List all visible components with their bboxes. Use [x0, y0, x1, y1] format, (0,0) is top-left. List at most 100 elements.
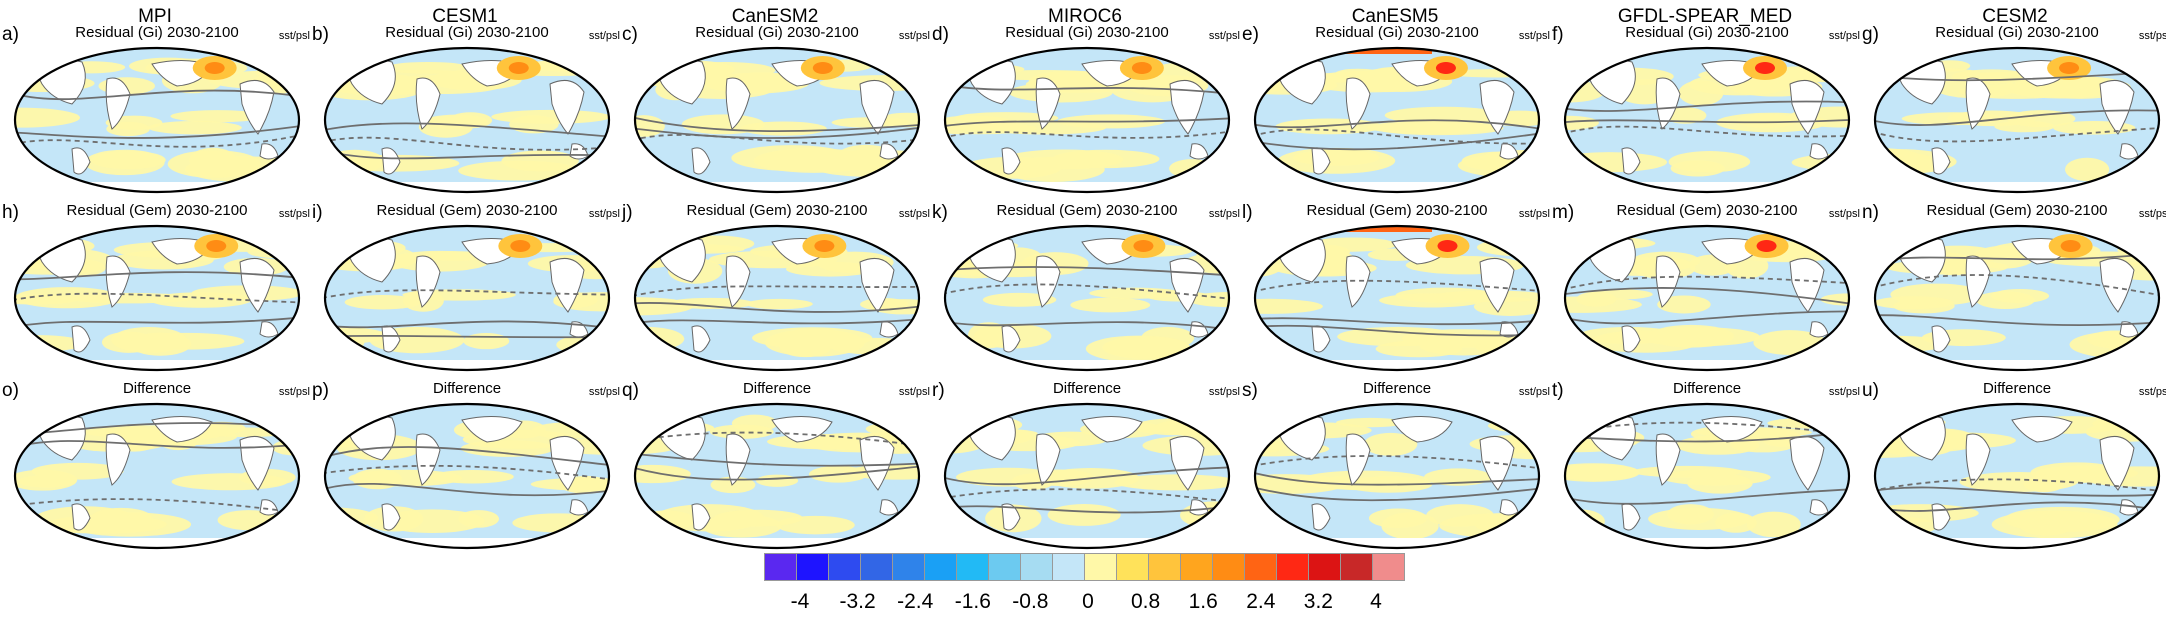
variable-label: sst/psl	[278, 386, 310, 398]
map-canvas	[12, 44, 302, 199]
panel-letter: o)	[2, 380, 19, 401]
map-panel: g) Residual (Gi) 2030-2100 sst/psl	[1862, 22, 2166, 198]
map-panel: q) Difference sst/psl	[622, 378, 932, 554]
map-panel: t) Difference sst/psl	[1552, 378, 1862, 554]
panel-title: Residual (Gem) 2030-2100	[1616, 202, 1798, 219]
map-panel: r) Difference sst/psl	[932, 378, 1242, 554]
world-map	[633, 402, 921, 550]
variable-label: sst/psl	[1208, 208, 1240, 220]
colorbar-cell	[1244, 553, 1277, 581]
world-map	[13, 224, 301, 372]
variable-label: sst/psl	[2138, 208, 2166, 220]
variable-label: sst/psl	[1518, 386, 1550, 398]
colorbar-cell	[796, 553, 829, 581]
map-canvas	[942, 222, 1232, 377]
panel-title: Residual (Gem) 2030-2100	[66, 202, 248, 219]
map-canvas	[1872, 222, 2162, 377]
panel-title: Difference	[1672, 380, 1742, 397]
colorbar-cell	[764, 553, 797, 581]
panel-title: Difference	[1982, 380, 2052, 397]
map-panel: o) Difference sst/psl	[2, 378, 312, 554]
colorbar-tick-label: 4	[1370, 590, 1382, 613]
colorbar-tick-label: -4	[790, 590, 810, 613]
model-title: MPI	[138, 6, 172, 27]
panel-letter: k)	[932, 202, 948, 223]
colorbar-cell	[988, 553, 1021, 581]
map-panel: a) Residual (Gi) 2030-2100 sst/psl	[2, 22, 312, 198]
colorbar-cell	[1212, 553, 1245, 581]
map-panel: d) Residual (Gi) 2030-2100 sst/psl	[932, 22, 1242, 198]
panel-letter: q)	[622, 380, 639, 401]
panel-title: Residual (Gi) 2030-2100	[695, 24, 859, 41]
map-canvas	[322, 400, 612, 555]
world-map	[323, 46, 611, 194]
panel-letter: r)	[932, 380, 945, 401]
colorbar-tick-label: -3.2	[839, 590, 876, 613]
colorbar-cell	[828, 553, 861, 581]
map-canvas	[322, 222, 612, 377]
map-canvas	[942, 400, 1232, 555]
panel-title: Residual (Gi) 2030-2100	[385, 24, 549, 41]
colorbar-tick-label: 3.2	[1303, 590, 1333, 613]
panel-letter: s)	[1242, 380, 1258, 401]
variable-label: sst/psl	[588, 208, 620, 220]
colorbar-tick-label: -1.6	[954, 590, 991, 613]
map-canvas	[322, 44, 612, 199]
variable-label: sst/psl	[1518, 30, 1550, 42]
colorbar-cell	[1340, 553, 1373, 581]
model-title: CanESM2	[731, 6, 819, 27]
map-canvas	[1252, 222, 1542, 377]
panel-letter: p)	[312, 380, 329, 401]
panel-letter: j)	[622, 202, 633, 223]
world-map	[1253, 224, 1541, 372]
world-map	[323, 224, 611, 372]
panel-title: Residual (Gi) 2030-2100	[1935, 24, 2099, 41]
model-title: CanESM5	[1351, 6, 1439, 27]
panel-title: Difference	[1052, 380, 1122, 397]
world-map	[1873, 46, 2161, 194]
map-canvas	[1562, 400, 1852, 555]
variable-label: sst/psl	[1828, 386, 1860, 398]
panel-letter: h)	[2, 202, 19, 223]
panel-title: Difference	[1362, 380, 1432, 397]
variable-label: sst/psl	[1518, 208, 1550, 220]
world-map	[943, 402, 1231, 550]
world-map	[13, 46, 301, 194]
map-panel: u) Difference sst/psl	[1862, 378, 2166, 554]
colorbar-tick-label: 1.6	[1188, 590, 1218, 613]
map-canvas	[632, 400, 922, 555]
map-panel: b) Residual (Gi) 2030-2100 sst/psl	[312, 22, 622, 198]
colorbar-cell	[860, 553, 893, 581]
model-title: CESM2	[1982, 6, 2048, 27]
colorbar-cell	[1372, 553, 1405, 581]
variable-label: sst/psl	[1208, 30, 1240, 42]
colorbar-cell	[1020, 553, 1053, 581]
panel-title: Residual (Gem) 2030-2100	[1926, 202, 2108, 219]
map-canvas	[632, 44, 922, 199]
colorbar-tick-label: 0.8	[1130, 590, 1161, 613]
map-panel: j) Residual (Gem) 2030-2100 sst/psl	[622, 200, 932, 376]
variable-label: sst/psl	[1828, 208, 1860, 220]
map-canvas	[632, 222, 922, 377]
variable-label: sst/psl	[588, 30, 620, 42]
world-map	[943, 224, 1231, 372]
variable-label: sst/psl	[1828, 30, 1860, 42]
world-map	[13, 402, 301, 550]
panel-title: Difference	[432, 380, 502, 397]
panel-letter: t)	[1552, 380, 1564, 401]
panel-letter: l)	[1242, 202, 1253, 223]
panel-title: Residual (Gi) 2030-2100	[1315, 24, 1479, 41]
map-panel: k) Residual (Gem) 2030-2100 sst/psl	[932, 200, 1242, 376]
world-map	[323, 402, 611, 550]
colorbar-cell	[1308, 553, 1341, 581]
map-panel: m) Residual (Gem) 2030-2100 sst/psl	[1552, 200, 1862, 376]
map-panel: l) Residual (Gem) 2030-2100 sst/psl	[1242, 200, 1552, 376]
map-canvas	[12, 222, 302, 377]
colorbar-cell	[924, 553, 957, 581]
colorbar-cell	[1116, 553, 1149, 581]
colorbar: -4 -3.2 -2.4 -1.6 -0.8 0 0.8 1.6 2.4 3.2 4	[764, 553, 1405, 625]
world-map	[1253, 402, 1541, 550]
variable-label: sst/psl	[898, 30, 930, 42]
map-canvas	[1252, 400, 1542, 555]
